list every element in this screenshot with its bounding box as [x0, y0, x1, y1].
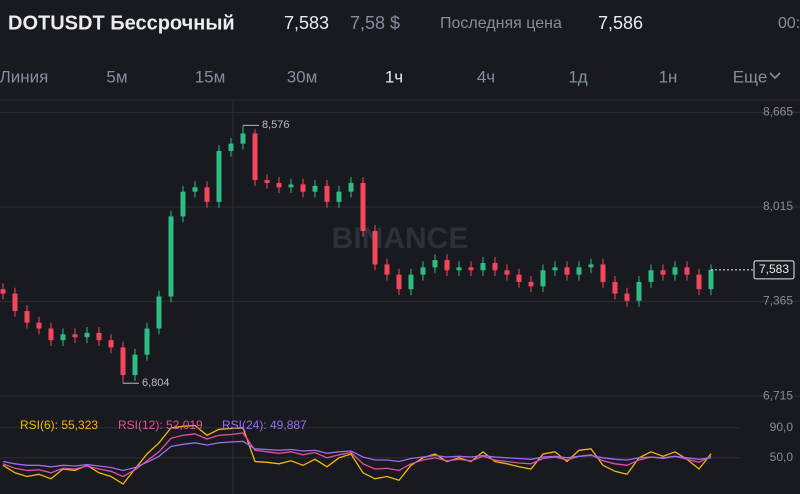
candle-body	[300, 184, 306, 192]
candle-body	[204, 187, 210, 202]
tab[interactable]: 5м	[106, 67, 127, 86]
candle-body	[132, 354, 138, 376]
time: 00:	[778, 15, 800, 32]
candle-body	[156, 296, 162, 329]
candle-body	[324, 185, 330, 202]
candle-body	[516, 274, 522, 282]
candle-body	[60, 334, 66, 341]
price-usd: 7,58 $	[350, 13, 400, 33]
tab[interactable]: 1д	[568, 67, 587, 86]
candle-body	[648, 270, 654, 282]
candle-body	[636, 281, 642, 301]
candle-body	[612, 281, 618, 294]
candle-body	[396, 274, 402, 290]
y-tick-label: 8,015	[763, 199, 793, 213]
y-tick-label: 6,715	[763, 388, 793, 402]
candle-body	[432, 260, 438, 268]
price: 7,583	[284, 13, 329, 33]
rsi-line	[2, 424, 712, 485]
candle-body	[108, 340, 114, 348]
candle-body	[420, 267, 426, 275]
rsi-line	[2, 440, 712, 472]
candle-body	[12, 293, 18, 312]
candle-body	[96, 332, 102, 341]
candle-body	[456, 267, 462, 271]
annotation-label: 6,804	[142, 377, 170, 389]
candle-body	[600, 264, 606, 282]
candle-body	[540, 270, 546, 287]
candle-body	[492, 263, 498, 271]
tab[interactable]: Линия	[0, 67, 48, 86]
candle-body	[660, 270, 666, 275]
tab[interactable]: Еще	[733, 67, 768, 86]
dropdown-arrow[interactable]	[769, 72, 781, 80]
candle-body	[384, 264, 390, 275]
y-tick-label: 7,365	[763, 294, 793, 308]
tab[interactable]: 4ч	[477, 67, 495, 86]
candle-body	[624, 293, 630, 301]
legend-entry: RSI(12): 52,019	[118, 418, 203, 432]
watermark: BINANCE	[332, 222, 469, 255]
candle-body	[708, 269, 714, 290]
annotation-label: 8,576	[262, 119, 290, 131]
candle-body	[120, 347, 126, 376]
candle-body	[144, 328, 150, 355]
candle-body	[564, 267, 570, 275]
last-price-box	[753, 260, 795, 280]
candle-body	[528, 281, 534, 287]
legend-entry: RSI(24): 49,887	[222, 418, 307, 432]
tab[interactable]: 1н	[659, 67, 678, 86]
candle-body	[468, 267, 474, 271]
last-price: 7,586	[598, 13, 643, 33]
candle-body	[312, 185, 318, 192]
candle-body	[336, 191, 342, 202]
interval-tabs: Линия 5м 15м 30м 1ч 4ч 1д 1н Еще	[0, 67, 767, 86]
candle-body	[168, 216, 174, 297]
candle-body	[576, 267, 582, 275]
candle-body	[48, 328, 54, 341]
candle-body	[696, 274, 702, 290]
candle-body	[348, 182, 354, 192]
candle-body	[444, 260, 450, 271]
last-price-label: Последняя цена	[440, 15, 562, 32]
candle-body	[240, 133, 246, 144]
candle-body	[588, 264, 594, 268]
candle-body	[228, 143, 234, 151]
candle-body	[360, 182, 366, 231]
legend-entry: RSI(6): 55,323	[20, 418, 98, 432]
candle-body	[276, 182, 282, 188]
candle-body	[180, 191, 186, 217]
candle-body	[216, 150, 222, 202]
candle-body	[552, 267, 558, 271]
candle-body	[84, 332, 90, 338]
tab[interactable]: 30м	[287, 67, 318, 86]
candle-body	[504, 270, 510, 275]
candle-body	[0, 289, 6, 294]
tab[interactable]: 15м	[195, 67, 226, 86]
rsi-tick-label: 50,0	[770, 450, 794, 464]
y-tick-label: 8,665	[763, 105, 793, 119]
candle-body	[24, 311, 30, 323]
candle-body	[36, 322, 42, 329]
rsi-tick-label: 90,0	[770, 420, 794, 434]
candle-body	[480, 263, 486, 271]
candle-body	[408, 274, 414, 290]
candle-body	[288, 184, 294, 188]
symbol[interactable]: DOTUSDT Бессрочный	[8, 12, 235, 34]
candle-body	[264, 180, 270, 183]
tab[interactable]: 1ч	[385, 67, 403, 86]
candle-body	[72, 334, 78, 338]
candle-body	[372, 230, 378, 265]
candle-body	[252, 133, 258, 181]
candle-body	[672, 267, 678, 275]
last-price-tag: 7,583	[759, 262, 789, 276]
candle-body	[684, 267, 690, 275]
candle-body	[192, 187, 198, 192]
